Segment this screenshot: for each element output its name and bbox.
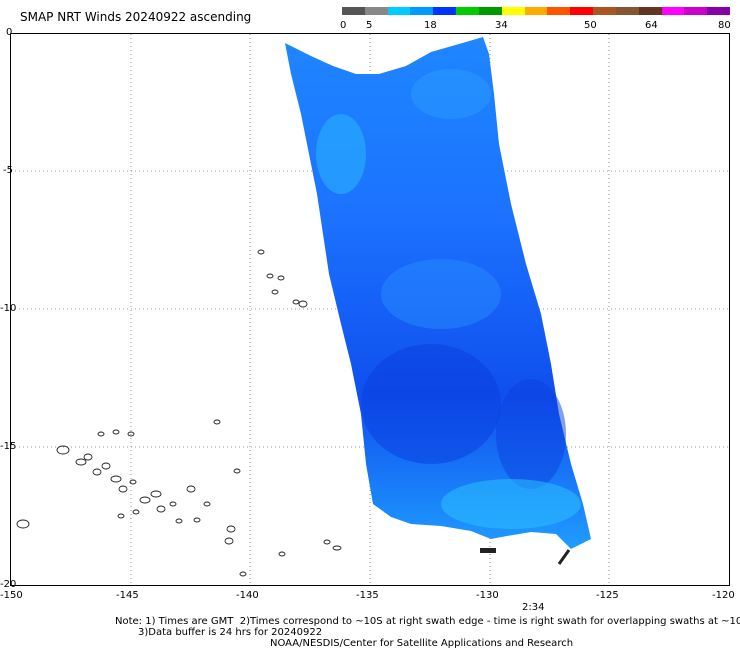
colorbar-segment [433, 7, 457, 15]
swath-time-label: 2:34 [522, 602, 545, 613]
lat-label-5s: -5 [3, 165, 13, 176]
lon-label-135w: -135 [356, 590, 379, 601]
colorbar-segment [410, 7, 434, 15]
lat-label-20s: -20 [0, 579, 17, 590]
colorbar-segment [638, 7, 662, 15]
colorbar-segment [501, 7, 525, 15]
colorbar-segment [387, 7, 411, 15]
island-outlines [16, 249, 342, 577]
colorbar-label-80: 80 [718, 20, 731, 31]
colorbar-segment [615, 7, 639, 15]
lon-label-145w: -145 [116, 590, 139, 601]
lat-label-10s: -10 [0, 303, 17, 314]
note-credit: NOAA/NESDIS/Center for Satellite Applica… [270, 638, 574, 649]
colorbar-label-50: 50 [584, 20, 597, 31]
colorbar-segment [342, 7, 365, 15]
lon-label-140w: -140 [236, 590, 259, 601]
colorbar-segment [524, 7, 548, 15]
colorbar-segment [593, 7, 616, 15]
colorbar-segment [547, 7, 571, 15]
wind-speed-colorbar [342, 7, 731, 15]
colorbar-segment [570, 7, 594, 15]
colorbar-label-34: 34 [495, 20, 508, 31]
colorbar-segment [707, 7, 731, 15]
colorbar-label-0: 0 [340, 20, 347, 31]
lon-label-125w: -125 [596, 590, 619, 601]
lon-label-130w: -130 [476, 590, 499, 601]
colorbar-label-18: 18 [424, 20, 437, 31]
lat-label-15s: -15 [0, 441, 17, 452]
note-line-2: 3)Data buffer is 24 hrs for 20240922 [138, 627, 323, 638]
colorbar-label-64: 64 [645, 20, 658, 31]
wind-swath [285, 37, 591, 565]
lon-label-150w: -150 [0, 590, 23, 601]
colorbar-segment [684, 7, 708, 15]
lon-label-120w: -120 [712, 590, 735, 601]
map-title: SMAP NRT Winds 20240922 ascending [20, 10, 252, 24]
colorbar-segment [478, 7, 502, 15]
colorbar-label-5: 5 [366, 20, 373, 31]
colorbar-segment [456, 7, 479, 15]
colorbar-segment [364, 7, 388, 15]
colorbar-segment [661, 7, 685, 15]
wind-map-frame [10, 33, 730, 586]
lat-label-0: 0 [6, 27, 13, 38]
wind-map-canvas [11, 34, 729, 585]
note-line-1: Note: 1) Times are GMT 2)Times correspon… [115, 616, 740, 627]
